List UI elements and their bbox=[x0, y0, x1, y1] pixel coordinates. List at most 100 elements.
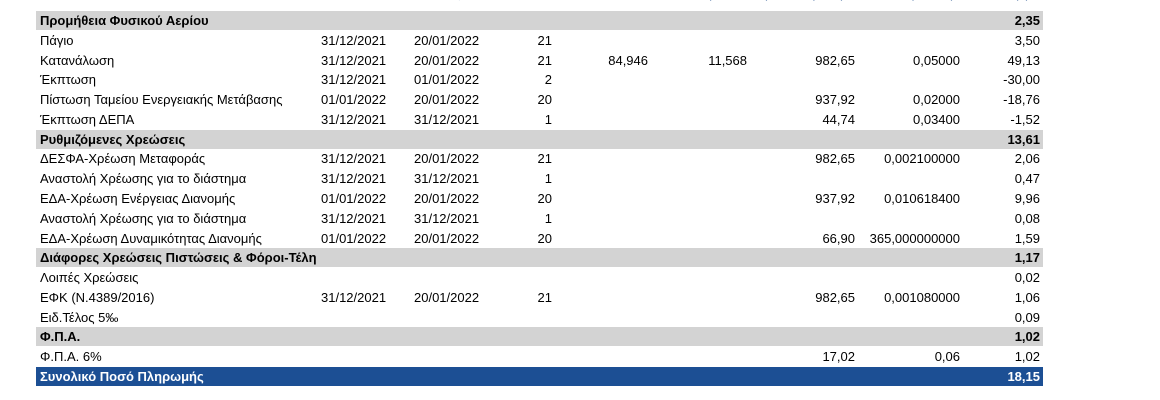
header-to: Έως bbox=[434, 0, 461, 1]
item-kwh: 982,65 bbox=[815, 52, 855, 68]
item-kwh: 44,74 bbox=[822, 111, 855, 127]
section-total: 13,61 bbox=[1007, 131, 1040, 147]
item-days: 21 bbox=[537, 32, 552, 48]
section-title: Προμήθεια Φυσικού Αερίου bbox=[40, 13, 209, 28]
section-title: Φ.Π.Α. bbox=[40, 329, 81, 345]
header-factor: (kWh/Nm³) bbox=[707, 0, 770, 1]
item-label: Έκπτωση bbox=[40, 72, 97, 88]
line-item: Πίστωση Ταμείου Ενεργειακής Μετάβασης 01/… bbox=[36, 90, 1043, 109]
item-to: 20/01/2022 bbox=[414, 92, 480, 108]
item-label: ΔΕΣΦΑ-Χρέωση Μεταφοράς bbox=[40, 151, 206, 167]
item-from: 31/12/2021 bbox=[321, 289, 387, 305]
item-days: 2 bbox=[544, 72, 552, 88]
section-total: 1,02 bbox=[1014, 329, 1040, 345]
item-rate: 0,001080000 bbox=[884, 289, 960, 305]
column-header: Από Έως (kWh/Nm³) (kWh) (€/kWh) (€) bbox=[36, 0, 1043, 3]
grand-total: Συνολικό Ποσό Πληρωμής 18,15 bbox=[36, 367, 1043, 387]
item-to: 31/12/2021 bbox=[414, 210, 480, 226]
line-item: Αναστολή Χρέωσης για το διάστημα 31/12/20… bbox=[36, 169, 1043, 188]
line-item: Λοιπές Χρεώσεις 0,02 bbox=[36, 268, 1043, 287]
line-item: ΔΕΣΦΑ-Χρέωση Μεταφοράς 31/12/2021 20/01/20… bbox=[36, 149, 1043, 168]
line-item: Φ.Π.Α. 6% 17,02 0,06 1,02 bbox=[36, 347, 1043, 366]
line-item: Έκπτωση 31/12/2021 01/01/2022 2 -30,00 bbox=[36, 70, 1043, 89]
item-days: 1 bbox=[544, 111, 552, 127]
header-from: Από bbox=[348, 0, 373, 1]
section-total: 2,35 bbox=[1014, 13, 1040, 28]
item-to: 20/01/2022 bbox=[414, 191, 480, 207]
total-amount: 18,15 bbox=[1007, 369, 1040, 385]
item-to: 20/01/2022 bbox=[414, 32, 480, 48]
line-item: Αναστολή Χρέωσης για το διάστημα 31/12/20… bbox=[36, 209, 1043, 228]
item-amount: 1,59 bbox=[1014, 230, 1040, 246]
line-item: ΕΦΚ (Ν.4389/2016) 31/12/2021 20/01/2022 21 9… bbox=[36, 288, 1043, 307]
item-days: 21 bbox=[537, 52, 552, 68]
item-days: 21 bbox=[537, 289, 552, 305]
item-kwh: 937,92 bbox=[815, 191, 855, 207]
line-item: Κατανάλωση 31/12/2021 20/01/2022 21 84,946 11… bbox=[36, 51, 1043, 70]
item-kwh: 66,90 bbox=[822, 230, 855, 246]
item-amount: 3,50 bbox=[1014, 32, 1040, 48]
item-label: Αναστολή Χρέωσης για το διάστημα bbox=[40, 210, 247, 226]
item-label: Πάγιο bbox=[40, 32, 74, 48]
line-item: Πάγιο 31/12/2021 20/01/2022 21 3,50 bbox=[36, 31, 1043, 50]
line-item: ΕΔΑ-Χρέωση Ενέργειας Διανομής 01/01/2022 2… bbox=[36, 189, 1043, 208]
item-amount: 2,06 bbox=[1014, 151, 1040, 167]
section-header: Διάφορες Χρεώσεις Πιστώσεις & Φόροι-Τέλη… bbox=[36, 248, 1043, 268]
item-label: ΕΦΚ (Ν.4389/2016) bbox=[40, 289, 155, 305]
item-kwh: 982,65 bbox=[815, 151, 855, 167]
item-to: 31/12/2021 bbox=[414, 111, 480, 127]
item-rate: 0,002100000 bbox=[884, 151, 960, 167]
item-to: 31/12/2021 bbox=[414, 171, 480, 187]
item-kwh: 982,65 bbox=[815, 289, 855, 305]
item-from: 31/12/2021 bbox=[321, 111, 387, 127]
item-from: 31/12/2021 bbox=[321, 210, 387, 226]
total-label: Συνολικό Ποσό Πληρωμής bbox=[40, 369, 204, 385]
item-amount: 49,13 bbox=[1007, 52, 1040, 68]
item-label: Ειδ.Τέλος 5‰ bbox=[40, 309, 119, 325]
item-from: 31/12/2021 bbox=[321, 32, 387, 48]
item-label: Έκπτωση ΔΕΠΑ bbox=[40, 111, 135, 127]
item-rate: 0,010618400 bbox=[884, 191, 960, 207]
item-label: Αναστολή Χρέωσης για το διάστημα bbox=[40, 171, 247, 187]
header-amount: (€) bbox=[1014, 0, 1030, 1]
item-to: 20/01/2022 bbox=[414, 289, 480, 305]
item-label: Φ.Π.Α. 6% bbox=[40, 349, 102, 365]
item-kwh: 17,02 bbox=[822, 349, 855, 365]
item-days: 20 bbox=[537, 191, 552, 207]
item-from: 31/12/2021 bbox=[321, 72, 387, 88]
item-amount: 9,96 bbox=[1014, 191, 1040, 207]
item-to: 20/01/2022 bbox=[414, 52, 480, 68]
item-days: 1 bbox=[544, 171, 552, 187]
item-factor: 11,568 bbox=[708, 52, 747, 68]
line-item: Ειδ.Τέλος 5‰ 0,09 bbox=[36, 308, 1043, 327]
section-title: Ρυθμιζόμενες Χρεώσεις bbox=[40, 131, 186, 147]
item-label: Κατανάλωση bbox=[40, 52, 115, 68]
item-label: ΕΔΑ-Χρέωση Ενέργειας Διανομής bbox=[40, 191, 236, 207]
section-header: Φ.Π.Α. 1,02 bbox=[36, 327, 1043, 347]
item-amount: 1,02 bbox=[1014, 349, 1040, 365]
item-quantity: 84,946 bbox=[608, 52, 648, 68]
item-label: Λοιπές Χρεώσεις bbox=[40, 270, 139, 286]
item-kwh: 937,92 bbox=[815, 92, 855, 108]
item-rate: 0,02000 bbox=[913, 92, 960, 108]
item-from: 31/12/2021 bbox=[321, 52, 387, 68]
item-from: 01/01/2022 bbox=[321, 191, 387, 207]
item-days: 20 bbox=[537, 92, 552, 108]
item-from: 01/01/2022 bbox=[321, 92, 387, 108]
item-to: 20/01/2022 bbox=[414, 230, 480, 246]
item-amount: 0,47 bbox=[1014, 171, 1040, 187]
item-from: 01/01/2022 bbox=[321, 230, 387, 246]
item-days: 21 bbox=[537, 151, 552, 167]
item-rate: 0,05000 bbox=[913, 52, 960, 68]
header-rate: (€/kWh) bbox=[910, 0, 956, 1]
item-amount: 0,02 bbox=[1014, 270, 1040, 286]
line-item: ΕΔΑ-Χρέωση Δυναμικότητας Διανομής 01/01/2… bbox=[36, 229, 1043, 248]
section-total: 1,17 bbox=[1014, 250, 1040, 266]
item-rate: 0,03400 bbox=[913, 111, 960, 127]
section-title: Διάφορες Χρεώσεις Πιστώσεις & Φόροι-Τέλη bbox=[40, 250, 317, 266]
item-days: 20 bbox=[537, 230, 552, 246]
item-rate: 0,06 bbox=[934, 349, 960, 365]
item-days: 1 bbox=[544, 210, 552, 226]
item-amount: -18,76 bbox=[1003, 92, 1040, 108]
